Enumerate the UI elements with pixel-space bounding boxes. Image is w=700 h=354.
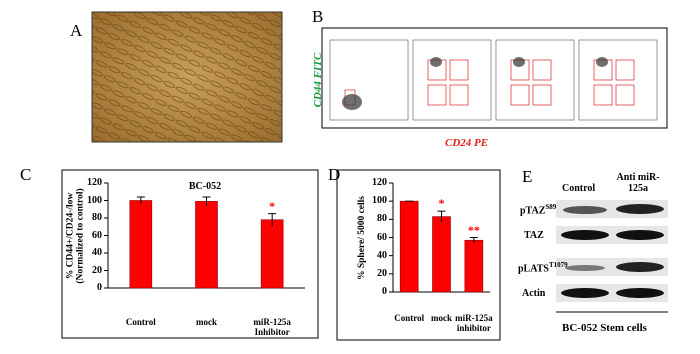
significance: * [438,196,445,211]
y-tick-label: 20 [92,264,102,276]
bar [432,216,451,293]
panel-label: A [70,21,83,40]
row-name: pTAZ [520,205,546,217]
y-tick-label: 20 [377,267,387,279]
x-tick-label: miR-125a inhibitor [455,313,493,333]
western-blots [556,200,668,313]
bar [464,239,484,293]
row-name: pLATS [518,263,549,275]
chart-title: BC-052 [188,181,222,192]
x-tick-label: miR-125a Inhibitor [253,317,291,337]
significance: ** [467,222,480,237]
bar [399,200,419,293]
x-tick-label: Control [125,317,156,327]
bar [195,201,218,289]
column-label: Control [562,183,596,194]
column-label: Anti miR-125a [616,172,660,194]
y-tick-label: 100 [372,195,387,207]
flow-y-label: CD44 FITC [311,52,324,108]
y-tick-label: 40 [92,247,102,258]
panel-label: B [312,7,324,26]
y-tick-label: 100 [87,194,102,206]
y-tick-label: 80 [377,213,387,225]
y-tick-label: 0 [382,286,387,297]
caption: BC-052 Stem cells [562,322,647,334]
flow-frame [321,27,668,129]
flow-dots [342,57,608,110]
y-tick-label: 0 [97,282,102,293]
panel-d-frame [336,169,501,341]
row-label: Actin [522,288,546,299]
x-tick-label: Control [394,313,425,323]
panel-label: D [328,165,341,184]
y-tick-label: 60 [377,231,387,243]
row-superscript: T1079 [548,261,568,269]
y-tick-label: 80 [92,212,102,223]
bar [260,219,284,289]
x-tick-label: mock [196,317,217,327]
row-label: pLATST1079 [518,261,568,275]
y-tick-label: 120 [87,177,102,188]
y-tick-label: 60 [92,229,102,241]
row-label: pTAZS89 [520,203,557,217]
bar [129,200,153,289]
micrograph-cells [92,12,282,142]
panel-label: E [522,167,533,186]
panel-c-frame [61,169,319,339]
row-superscript: S89 [545,203,557,211]
significance: * [269,198,276,213]
y-tick-label: 120 [372,177,387,188]
x-tick-label: mock [431,313,452,323]
row-label: TAZ [524,230,544,241]
flow-plots [329,39,658,121]
y-tick-label: 40 [377,249,387,261]
panel-label: C [20,165,32,184]
flow-x-label: CD24 PE [445,137,489,149]
